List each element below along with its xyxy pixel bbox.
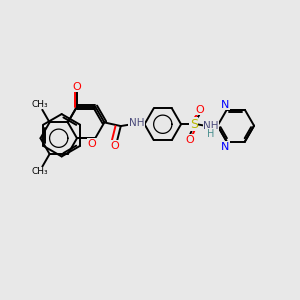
Text: CH₃: CH₃	[32, 100, 48, 109]
Text: S: S	[190, 118, 198, 131]
Text: H: H	[207, 129, 214, 139]
Text: N: N	[221, 100, 230, 110]
Text: O: O	[185, 135, 194, 145]
Text: O: O	[87, 139, 96, 148]
Text: NH: NH	[203, 121, 219, 131]
Text: CH₃: CH₃	[32, 167, 48, 176]
Text: N: N	[221, 142, 230, 152]
Text: O: O	[73, 82, 81, 92]
Text: NH: NH	[129, 118, 144, 128]
Text: O: O	[195, 104, 204, 115]
Text: O: O	[110, 141, 119, 151]
